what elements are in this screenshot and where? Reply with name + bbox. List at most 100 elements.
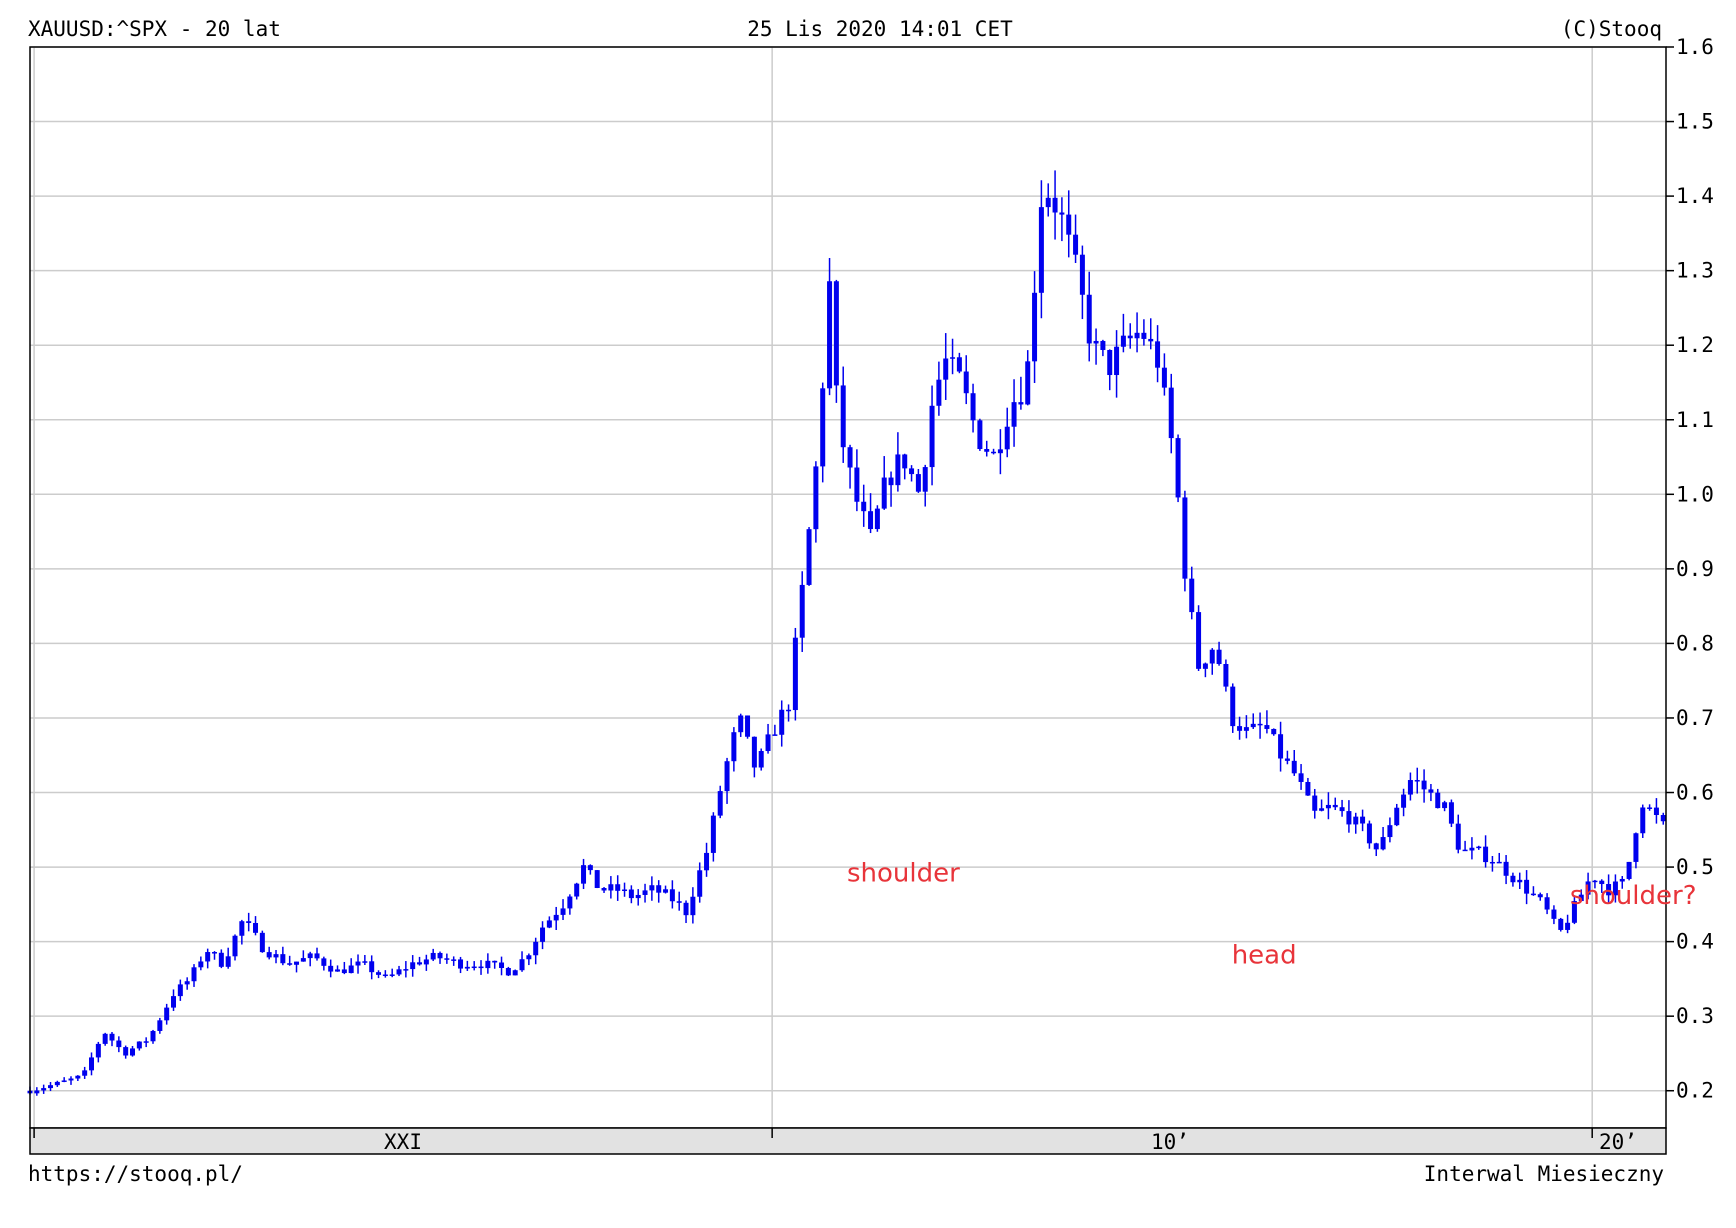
candle-body: [314, 953, 320, 959]
candle-body: [102, 1033, 108, 1044]
x-axis-strip: [29, 1127, 1667, 1155]
candle-body: [1489, 861, 1495, 864]
candle-body: [328, 965, 334, 972]
candle-body: [1189, 578, 1195, 613]
candle-body: [1387, 825, 1393, 838]
candle-body: [1366, 823, 1372, 844]
candle-body: [1182, 497, 1188, 579]
candle-body: [943, 358, 949, 380]
candle-body: [1155, 341, 1161, 368]
candle-body: [704, 852, 710, 871]
y-tick-label: 0.3: [1676, 1004, 1714, 1028]
candle-body: [198, 961, 204, 968]
candle-body: [922, 467, 928, 492]
candle-body: [1066, 214, 1072, 235]
candle-body: [1599, 880, 1605, 885]
candle-body: [218, 952, 224, 967]
candle-body: [936, 379, 942, 406]
candle-body: [212, 952, 218, 954]
candle-body: [246, 921, 252, 923]
candle-body: [1606, 884, 1612, 896]
candle-body: [1278, 734, 1284, 759]
y-tick-label: 0.6: [1676, 781, 1714, 805]
candle-body: [48, 1085, 54, 1089]
candle-body: [615, 884, 621, 891]
candle-body: [1483, 846, 1489, 863]
candle-body: [1407, 780, 1413, 795]
candle-body: [82, 1070, 88, 1076]
y-tick-label: 0.4: [1676, 930, 1714, 954]
candle-body: [1196, 612, 1202, 669]
candle-body: [909, 468, 915, 475]
candle-body: [123, 1047, 129, 1056]
candle-body: [1312, 795, 1318, 811]
candle-body: [150, 1030, 156, 1042]
candle-body: [41, 1088, 47, 1091]
candle-body: [1544, 897, 1550, 910]
candle-body: [1298, 773, 1304, 782]
candle-body: [294, 961, 300, 965]
candle-body: [526, 955, 532, 960]
candle-body: [1332, 804, 1338, 808]
candle-body: [376, 972, 382, 975]
candle-body: [177, 984, 183, 997]
candle-body: [1209, 649, 1215, 664]
candle-body: [1093, 340, 1099, 344]
plot-frame: [29, 46, 1667, 1129]
candle-body: [765, 734, 771, 752]
candle-body: [68, 1078, 74, 1081]
candle-body: [724, 761, 730, 792]
candle-body: [1120, 335, 1126, 347]
candle-body: [1305, 781, 1311, 796]
candle-body: [430, 952, 436, 960]
candle-body: [1264, 725, 1270, 729]
candle-body: [970, 393, 976, 421]
candle-body: [1134, 332, 1140, 339]
candle-body: [1428, 789, 1434, 793]
candle-body: [608, 884, 614, 891]
annotation-label: head: [1232, 941, 1297, 971]
candle-body: [1175, 438, 1181, 498]
candle-body: [1127, 335, 1133, 339]
candle-body: [54, 1081, 60, 1086]
candle-body: [1086, 294, 1092, 344]
candle-body: [1394, 807, 1400, 826]
candle-body: [1633, 833, 1639, 862]
candle-body: [888, 477, 894, 486]
candle-body: [1325, 804, 1331, 809]
candle-body: [130, 1048, 136, 1056]
candle-body: [1612, 881, 1618, 896]
y-tick-label: 0.7: [1676, 706, 1714, 730]
candle-body: [259, 932, 265, 953]
y-tick-label: 0.5: [1676, 855, 1714, 879]
candle-body: [1592, 880, 1598, 883]
candle-body: [1230, 686, 1236, 727]
candle-body: [1442, 802, 1448, 809]
candle-series: [27, 170, 1666, 1096]
candle-body: [717, 791, 723, 816]
candle-body: [635, 894, 641, 899]
candle-body: [1578, 894, 1584, 902]
candle-body: [280, 954, 286, 964]
candle-body: [820, 388, 826, 467]
candle-body: [1517, 879, 1523, 883]
candle-body: [1455, 823, 1461, 850]
candle-body: [1319, 808, 1325, 811]
x-axis: XXI 10’ 20’: [33, 1128, 1637, 1154]
candle-body: [1291, 760, 1297, 774]
candle-body: [355, 961, 361, 966]
candle-body: [458, 959, 464, 969]
candle-body: [1004, 426, 1010, 450]
candle-body: [656, 885, 662, 893]
candle-body: [833, 281, 839, 386]
candle-body: [1503, 861, 1509, 876]
y-axis: 0.2 0.3 0.4 0.5 0.6 0.7 0.8 0.9 1.0 1.1 1.2 1.3 1.4 1…: [1666, 35, 1714, 1103]
candle-body: [587, 865, 593, 871]
candle-body: [997, 449, 1003, 454]
y-tick-label: 0.2: [1676, 1079, 1714, 1103]
candle-body: [540, 927, 546, 942]
candle-body: [266, 952, 272, 958]
candle-body: [1476, 846, 1482, 849]
candle-body: [362, 961, 368, 963]
candle-body: [861, 501, 867, 512]
